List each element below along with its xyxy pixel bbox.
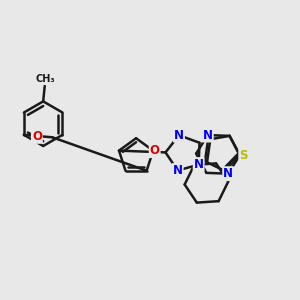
- Text: N: N: [194, 158, 204, 171]
- Text: O: O: [150, 144, 160, 157]
- Text: N: N: [173, 164, 183, 177]
- Text: N: N: [223, 167, 233, 180]
- Text: N: N: [203, 129, 213, 142]
- Text: CH₃: CH₃: [35, 74, 55, 84]
- Text: S: S: [239, 149, 248, 162]
- Text: O: O: [32, 130, 42, 143]
- Text: N: N: [174, 129, 184, 142]
